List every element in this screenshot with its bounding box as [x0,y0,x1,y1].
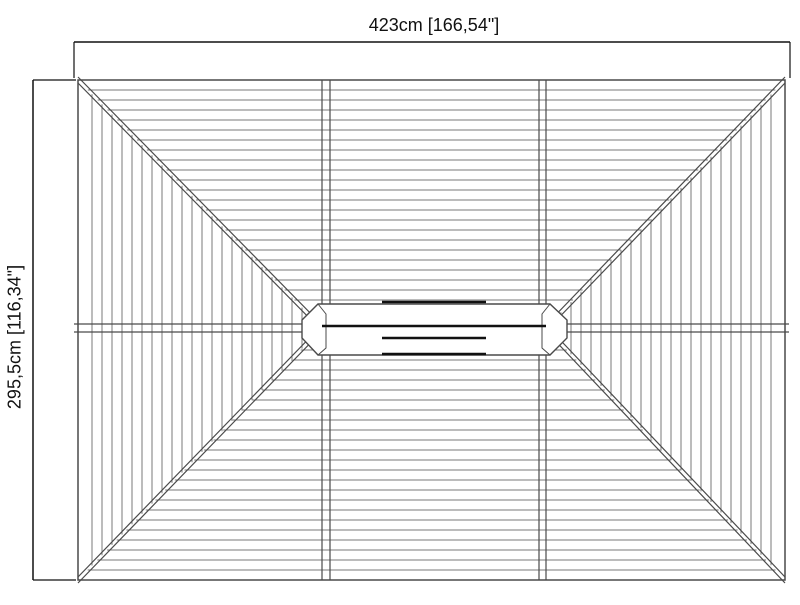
ridge-vent [301,300,568,356]
width-dimension-label: 423cm [166,54"] [368,15,500,35]
height-dimension-label: 295,5cm [116,34"] [4,264,25,410]
hip-rafter [77,330,323,584]
hip-rafter [545,324,786,578]
roof-outline [77,79,786,581]
hip-rafter [77,76,323,326]
east-panel-slats [550,94,772,566]
north-panel-slats [87,89,776,301]
hip-rafter [545,330,786,584]
dimension-lines [32,41,791,581]
west-panel-slats [91,94,313,566]
hip-rafter [77,82,323,332]
ridge-cap [301,303,568,356]
hip-rafter [545,76,786,326]
ridge-cap-end [541,303,551,356]
hip-rafter [77,324,323,578]
ridge-cap-end [317,303,327,356]
south-panel-slats [87,349,776,571]
hip-rafter [545,82,786,332]
